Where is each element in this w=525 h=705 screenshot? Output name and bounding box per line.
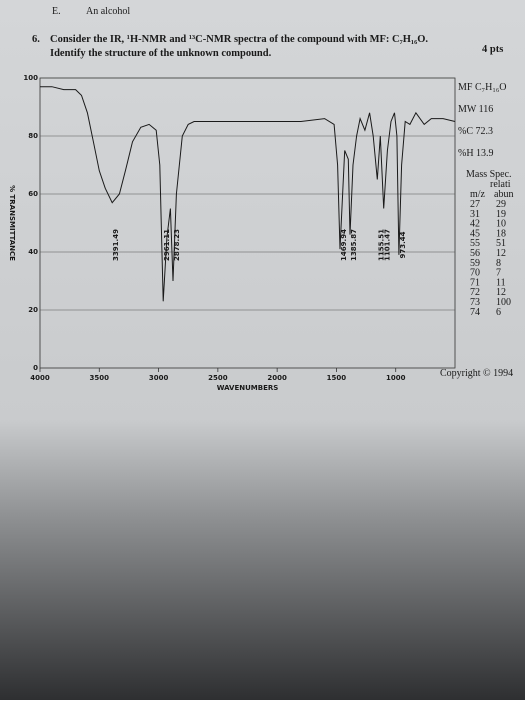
ms-mz: 70 xyxy=(470,268,480,279)
y-tick-label: 60 xyxy=(28,190,38,198)
peak-label: 973.44 xyxy=(399,231,407,258)
ms-abundance: 18 xyxy=(496,228,506,239)
x-tick-label: 4000 xyxy=(30,374,50,382)
ms-abundance: 19 xyxy=(496,209,506,220)
peak-label: 1155.51 xyxy=(377,229,385,261)
ms-mz: 56 xyxy=(470,248,480,259)
question-text: Identify the structure of the unknown co… xyxy=(50,48,272,59)
ms-abundance: 51 xyxy=(496,238,506,249)
copyright: Copyright © 1994 xyxy=(440,368,513,379)
ms-mz: 71 xyxy=(470,277,480,288)
x-tick-label: 3000 xyxy=(149,374,169,382)
ms-mz: 42 xyxy=(470,219,480,230)
ms-mz: 31 xyxy=(470,209,480,220)
peak-label: 2878.23 xyxy=(173,229,181,261)
ms-abundance: 29 xyxy=(496,199,506,210)
ms-head: abun xyxy=(494,189,513,200)
spectrum-line xyxy=(40,86,456,302)
percent-c: %C 72.3 xyxy=(458,126,493,137)
ms-abundance: 12 xyxy=(496,287,506,298)
ms-mz: 27 xyxy=(470,199,480,210)
peak-label: 2961.11 xyxy=(163,229,171,261)
ms-mz: 45 xyxy=(470,228,480,239)
question-number: 6. xyxy=(32,34,40,45)
ms-abundance: 11 xyxy=(496,277,506,288)
ms-title: Mass Spec. xyxy=(466,169,512,180)
mol-weight: MW 116 xyxy=(458,104,493,115)
peak-label: 1385.87 xyxy=(350,229,358,261)
ms-abundance: 6 xyxy=(496,307,501,318)
y-axis-label: % TRANSMITTANCE xyxy=(8,185,16,261)
peak-label: 1101.47 xyxy=(384,229,392,261)
percent-h: %H 13.9 xyxy=(458,148,494,159)
question-text: Consider the IR, ¹H-NMR and ¹³C-NMR spec… xyxy=(50,34,428,45)
option-letter: E. xyxy=(52,6,61,17)
y-tick-label: 80 xyxy=(28,132,38,140)
ms-abundance: 8 xyxy=(496,258,501,269)
y-tick-label: 100 xyxy=(23,74,38,82)
x-axis-label: WAVENUMBERS xyxy=(217,384,279,392)
peak-label: 1469.94 xyxy=(340,229,348,261)
peak-label: 3391.49 xyxy=(112,229,120,261)
ms-abundance: 7 xyxy=(496,268,501,279)
x-tick-label: 2000 xyxy=(267,374,287,382)
ms-abundance: 10 xyxy=(496,219,506,230)
side-panel: MF C₇H₁₆O MW 116 %C 72.3 %H 13.9 Mass Sp… xyxy=(440,82,513,379)
ms-col-top: relati xyxy=(490,179,511,190)
ms-mz: 74 xyxy=(470,307,480,318)
ms-mz: 73 xyxy=(470,297,480,308)
ms-abundance: 100 xyxy=(496,297,511,308)
y-tick-label: 40 xyxy=(28,248,38,256)
y-tick-label: 20 xyxy=(28,306,38,314)
ms-head: m/z xyxy=(470,189,486,200)
x-tick-label: 1000 xyxy=(386,374,406,382)
ms-mz: 55 xyxy=(470,238,480,249)
x-tick-label: 2500 xyxy=(208,374,228,382)
points: 4 pts xyxy=(482,44,503,55)
formula: MF C₇H₁₆O xyxy=(458,82,507,93)
ms-mz: 59 xyxy=(470,258,480,269)
ms-mz: 72 xyxy=(470,287,480,298)
x-tick-label: 3500 xyxy=(90,374,110,382)
x-tick-label: 1500 xyxy=(327,374,347,382)
ms-abundance: 12 xyxy=(496,248,506,259)
option-text: An alcohol xyxy=(86,6,130,17)
y-tick-label: 0 xyxy=(33,364,38,372)
